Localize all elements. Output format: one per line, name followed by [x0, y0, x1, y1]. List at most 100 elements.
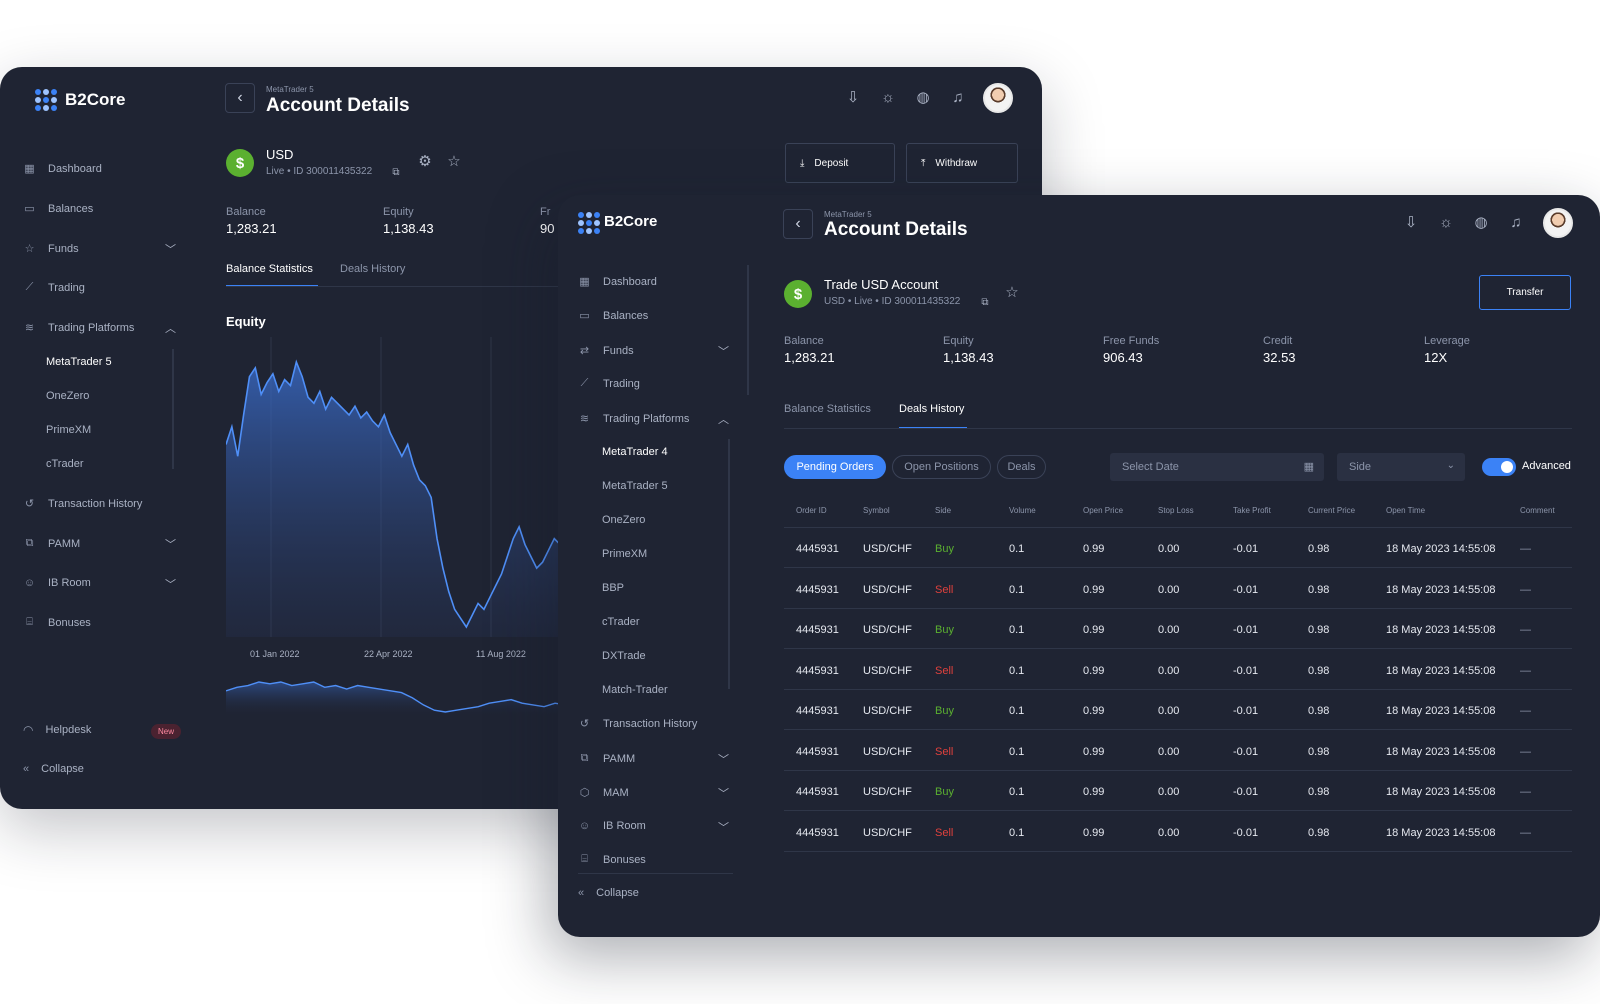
sidebar-item-transaction-history[interactable]: ↺ Transaction History	[23, 497, 142, 511]
filter-open-positions[interactable]: Open Positions	[892, 455, 991, 479]
subnav-item-onezero[interactable]: OneZero	[602, 514, 646, 526]
globe-icon[interactable]: ◍	[1474, 214, 1488, 231]
collapse-button[interactable]: « Collapse	[23, 763, 84, 775]
select-date-input[interactable]: Select Date ▦	[1110, 453, 1324, 481]
chevron-down-icon[interactable]: ﹀	[718, 754, 729, 766]
avatar[interactable]	[983, 83, 1013, 113]
column-header-side[interactable]: Side	[935, 506, 952, 515]
chevron-up-icon[interactable]: ︿	[165, 323, 176, 335]
subnav-item-metatrader-5[interactable]: MetaTrader 5	[602, 480, 668, 492]
logo[interactable]: B2Core	[578, 212, 657, 234]
withdraw-button[interactable]: ⤒ Withdraw	[906, 143, 1018, 183]
range-selector-chart[interactable]	[226, 672, 566, 717]
filter-pending-orders[interactable]: Pending Orders	[784, 455, 886, 479]
chevron-up-icon[interactable]: ︿	[718, 414, 729, 426]
sidebar-item-funds[interactable]: ⇄ Funds	[578, 344, 634, 358]
download-icon[interactable]: ⇩	[846, 89, 860, 106]
copy-icon[interactable]: ⧉	[981, 297, 989, 308]
advanced-label: Advanced	[1522, 460, 1571, 472]
sidebar-scrollbar[interactable]	[747, 265, 749, 395]
column-header-volume[interactable]: Volume	[1009, 506, 1036, 515]
cell-side: Buy	[935, 786, 954, 798]
subnav-item-primexm[interactable]: PrimeXM	[46, 424, 92, 436]
back-button[interactable]: ‹	[225, 83, 255, 113]
sidebar-item-label: IB Room	[48, 577, 91, 589]
star-icon[interactable]: ☆	[447, 153, 461, 170]
column-header-open-price[interactable]: Open Price	[1083, 506, 1124, 515]
deposit-button[interactable]: ⤓ Deposit	[785, 143, 895, 183]
cell-take-profit: -0.01	[1233, 624, 1259, 636]
column-header-order-id[interactable]: Order ID	[796, 506, 827, 515]
copy-icon[interactable]: ⧉	[392, 167, 400, 178]
chevron-down-icon[interactable]: ﹀	[165, 244, 176, 256]
stat-label-2: Fr	[540, 206, 551, 218]
column-header-stop-loss[interactable]: Stop Loss	[1158, 506, 1194, 515]
sidebar-item-dashboard[interactable]: ▦ Dashboard	[23, 162, 102, 176]
chevron-down-icon[interactable]: ﹀	[165, 539, 176, 551]
grid-icon: ▦	[24, 163, 35, 175]
column-header-take-profit[interactable]: Take Profit	[1233, 506, 1271, 515]
filter-deals[interactable]: Deals	[997, 455, 1046, 479]
subnav-item-dxtrade[interactable]: DXTrade	[602, 650, 646, 662]
sidebar-item-funds[interactable]: ☆ Funds	[23, 242, 79, 256]
select-date-placeholder: Select Date	[1122, 461, 1179, 473]
subnav-item-ctrader[interactable]: cTrader	[46, 458, 84, 470]
tab-balance-statistics[interactable]: Balance Statistics	[784, 403, 871, 415]
sidebar-item-dashboard[interactable]: ▦ Dashboard	[578, 275, 657, 289]
sidebar-item-mam[interactable]: ⬡ MAM	[578, 786, 629, 800]
subnav-item-bbp[interactable]: BBP	[602, 582, 625, 594]
logo[interactable]: B2Core	[35, 89, 125, 111]
collapse-button[interactable]: « Collapse	[578, 887, 639, 899]
tab-deals-history[interactable]: Deals History	[899, 403, 965, 415]
subnav-item-metatrader-5[interactable]: MetaTrader 5	[46, 356, 112, 368]
star-icon[interactable]: ☆	[1005, 284, 1019, 301]
sidebar-item-pamm[interactable]: ⧉ PAMM	[578, 752, 636, 765]
chevron-down-icon[interactable]: ﹀	[718, 346, 729, 358]
sun-icon[interactable]: ☼	[1439, 214, 1453, 231]
sidebar-item-balances[interactable]: ▭ Balances	[578, 309, 648, 323]
sidebar-item-balances[interactable]: ▭ Balances	[23, 202, 93, 216]
subnav-scrollbar[interactable]	[728, 439, 730, 689]
sidebar-item-ib-room[interactable]: ☺ IB Room	[578, 820, 646, 832]
subnav-item-match-trader[interactable]: Match-Trader	[602, 684, 668, 696]
sidebar-item-transaction-history[interactable]: ↺ Transaction History	[578, 717, 697, 731]
tab-deals-history[interactable]: Deals History	[340, 263, 406, 275]
chevron-down-icon[interactable]: ﹀	[718, 822, 729, 834]
chevron-down-icon[interactable]: ﹀	[718, 788, 729, 800]
sidebar-item-trading-platforms[interactable]: ≋ Trading Platforms	[23, 321, 135, 335]
gear-icon[interactable]: ⚙	[418, 153, 432, 170]
subnav-scrollbar[interactable]	[172, 349, 174, 469]
stat-label-1: Equity	[383, 206, 414, 218]
sidebar-item-trading[interactable]: ⟋ Trading	[578, 377, 640, 390]
sidebar-item-bonuses[interactable]: ⌸ Bonuses	[578, 853, 646, 866]
helpdesk-link[interactable]: ◠ Helpdesk	[23, 723, 91, 737]
cell-stop-loss: 0.00	[1158, 786, 1180, 798]
subnav-item-metatrader-4[interactable]: MetaTrader 4	[602, 446, 668, 458]
sidebar-item-pamm[interactable]: ⧉ PAMM	[23, 537, 81, 550]
column-header-open-time[interactable]: Open Time	[1386, 506, 1426, 515]
sidebar-item-ib-room[interactable]: ☺ IB Room	[23, 577, 91, 589]
bell-icon[interactable]: ♫	[952, 89, 964, 106]
collapse-label: Collapse	[596, 887, 639, 899]
bell-icon[interactable]: ♫	[1510, 214, 1522, 231]
tab-balance-statistics[interactable]: Balance Statistics	[226, 263, 313, 275]
column-header-current-price[interactable]: Current Price	[1308, 506, 1356, 515]
sidebar-item-bonuses[interactable]: ⌸ Bonuses	[23, 616, 91, 629]
sidebar-item-trading-platforms[interactable]: ≋ Trading Platforms	[578, 412, 690, 426]
subnav-item-primexm[interactable]: PrimeXM	[602, 548, 648, 560]
chevron-down-icon[interactable]: ﹀	[165, 579, 176, 591]
column-header-symbol[interactable]: Symbol	[863, 506, 890, 515]
advanced-toggle[interactable]	[1482, 458, 1516, 476]
avatar[interactable]	[1543, 208, 1573, 238]
sun-icon[interactable]: ☼	[881, 89, 895, 106]
side-select[interactable]: Side ⌄	[1337, 453, 1465, 481]
subnav-item-ctrader[interactable]: cTrader	[602, 616, 640, 628]
back-button[interactable]: ‹	[783, 209, 813, 239]
column-header-comment[interactable]: Comment	[1520, 506, 1555, 515]
sidebar-item-trading[interactable]: ⟋ Trading	[23, 281, 85, 294]
transfer-button[interactable]: Transfer	[1479, 275, 1571, 310]
download-icon[interactable]: ⇩	[1404, 214, 1418, 231]
globe-icon[interactable]: ◍	[916, 89, 930, 106]
cell-order-id: 4445931	[796, 745, 839, 758]
subnav-item-onezero[interactable]: OneZero	[46, 390, 90, 402]
